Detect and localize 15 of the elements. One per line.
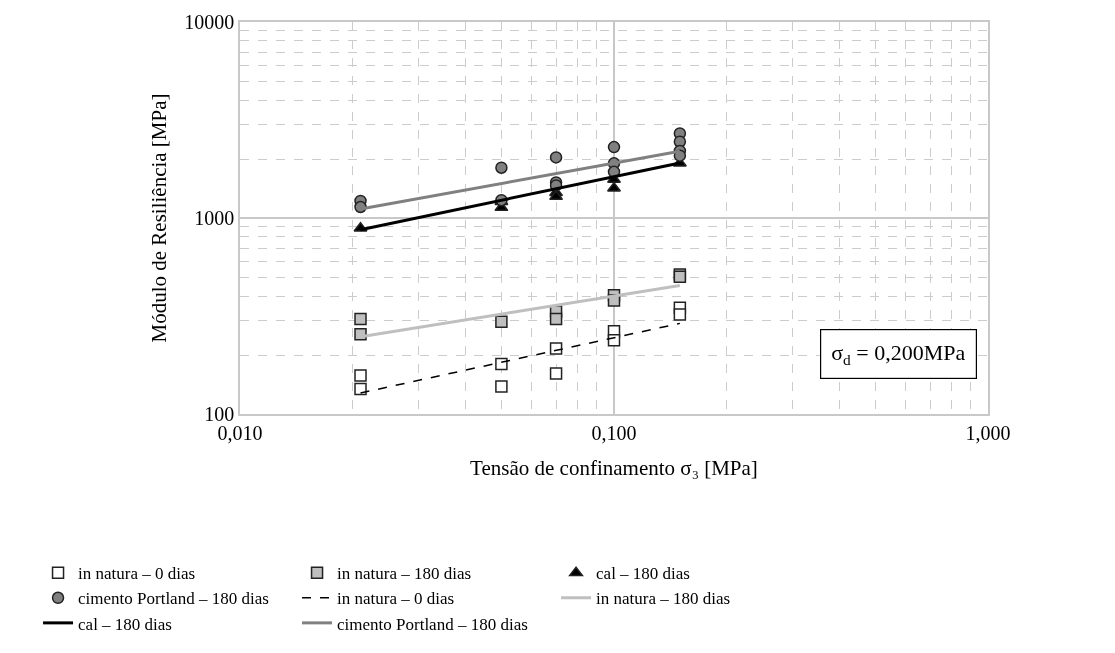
x-axis-title: Tensão de confinamento σ₃ [MPa] bbox=[470, 456, 758, 481]
x-tick-label: 1,000 bbox=[965, 421, 1011, 444]
legend-label: cal – 180 dias bbox=[78, 614, 172, 634]
y-tick-label: 10000 bbox=[184, 11, 235, 33]
legend-label: in natura – 180 dias bbox=[596, 589, 731, 609]
legend-label: in natura – 0 dias bbox=[78, 564, 196, 584]
y-tick-label: 1000 bbox=[194, 207, 235, 229]
legend-label: cimento Portland – 180 dias bbox=[78, 589, 269, 609]
legend-label: cimento Portland – 180 dias bbox=[337, 614, 528, 634]
legend-label: cal – 180 dias bbox=[596, 564, 690, 584]
x-tick-label: 0,100 bbox=[591, 421, 637, 444]
legend-label: in natura – 180 dias bbox=[337, 564, 472, 584]
annotation: σ$_{d}$ = 0,200MPa bbox=[831, 340, 966, 368]
y-axis-title: Módulo de Resiliência [MPa] bbox=[146, 93, 171, 343]
legend-label: in natura – 0 dias bbox=[337, 589, 455, 609]
